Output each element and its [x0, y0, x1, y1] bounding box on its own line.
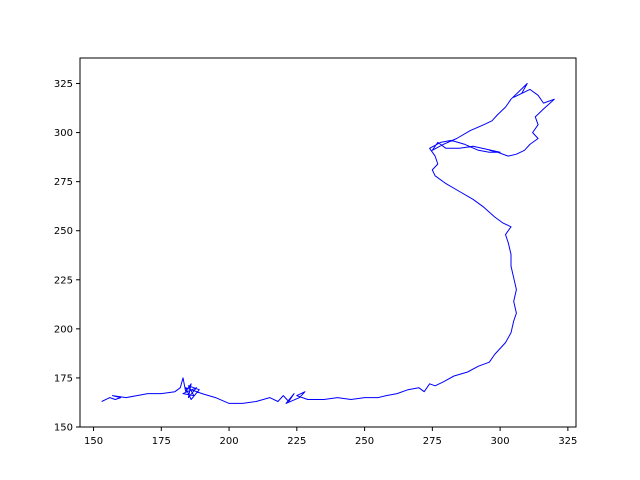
y-tick-label: 225 [54, 275, 73, 286]
y-tick-label: 150 [54, 423, 73, 434]
plot-area [101, 83, 555, 404]
x-tick-label: 225 [287, 436, 306, 447]
y-tick-label: 200 [54, 324, 73, 335]
axes-frame [79, 57, 577, 428]
axes: 150 175 200 225 250 275 300 325 150 175 200 225 250 2… [54, 57, 577, 447]
x-tick-label: 175 [152, 436, 171, 447]
y-tick-label: 175 [54, 373, 73, 384]
y-tick-label: 275 [54, 177, 73, 188]
y-tick-label: 250 [54, 226, 73, 237]
x-tick-label: 150 [84, 436, 103, 447]
y-tick-label: 300 [54, 128, 73, 139]
series-line-0 [101, 83, 555, 404]
x-tick-label: 300 [491, 436, 510, 447]
y-tick-label: 325 [54, 79, 73, 90]
x-tick-label: 325 [558, 436, 577, 447]
x-tick-label: 275 [423, 436, 442, 447]
x-tick-label: 200 [220, 436, 239, 447]
x-tick-label: 250 [355, 436, 374, 447]
